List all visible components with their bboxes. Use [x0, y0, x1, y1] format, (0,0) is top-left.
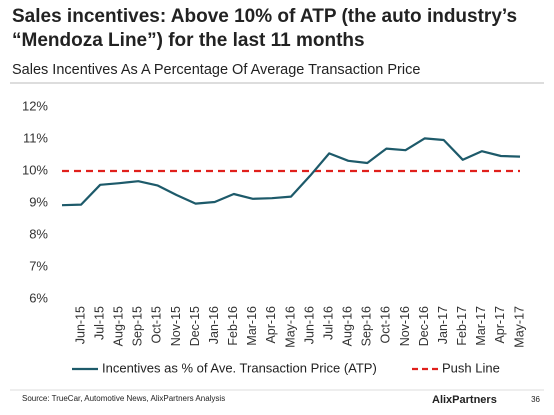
- source: Source: TrueCar, Automotive News, AlixPa…: [22, 394, 225, 403]
- x-tick-label: Aug-16: [341, 306, 355, 346]
- legend-label: Incentives as % of Ave. Transaction Pric…: [102, 360, 377, 375]
- y-tick-label: 10%: [22, 162, 48, 177]
- subtitle: Sales Incentives As A Percentage Of Aver…: [12, 62, 420, 78]
- x-tick-label: Jan-17: [436, 306, 450, 344]
- y-tick-label: 8%: [29, 226, 48, 241]
- x-tick-label: Sep-16: [360, 306, 374, 346]
- x-tick-label: Oct-15: [150, 306, 164, 344]
- x-tick-label: Jun-16: [302, 306, 316, 344]
- title-line: “Mendoza Line”) for the last 11 months: [12, 30, 365, 51]
- y-tick-label: 11%: [23, 130, 48, 145]
- logo: AlixPartners: [432, 394, 497, 406]
- x-tick-label: Aug-15: [112, 306, 126, 346]
- x-tick-label: Sep-15: [131, 306, 145, 346]
- x-tick-label: Apr-17: [493, 306, 507, 344]
- x-tick-label: Jul-16: [321, 306, 335, 340]
- x-tick-label: Oct-16: [379, 306, 393, 344]
- title-line: Sales incentives: Above 10% of ATP (the …: [12, 6, 517, 27]
- x-tick-label: Dec-16: [417, 306, 431, 346]
- x-tick-label: May-17: [512, 306, 526, 348]
- y-tick-label: 12%: [22, 98, 48, 113]
- x-tick-label: Mar-17: [474, 306, 488, 346]
- series-line: [61, 137, 521, 207]
- x-tick-label: May-16: [283, 306, 297, 348]
- y-tick-label: 6%: [29, 290, 48, 305]
- y-tick-label: 9%: [29, 194, 48, 209]
- x-tick-label: Jul-15: [92, 306, 106, 340]
- x-tick-label: Jun-15: [73, 306, 87, 344]
- y-tick-label: 7%: [29, 258, 48, 273]
- x-tick-label: Nov-15: [169, 306, 183, 346]
- legend-label: Push Line: [442, 360, 500, 375]
- x-tick-label: Feb-17: [455, 306, 469, 346]
- x-tick-label: Mar-16: [245, 306, 259, 346]
- page-number: 36: [531, 395, 540, 404]
- x-tick-label: Nov-16: [398, 306, 412, 346]
- x-tick-label: Dec-15: [188, 306, 202, 346]
- x-tick-label: Apr-16: [264, 306, 278, 344]
- x-tick-label: Jan-16: [207, 306, 221, 344]
- x-tick-label: Feb-16: [226, 306, 240, 346]
